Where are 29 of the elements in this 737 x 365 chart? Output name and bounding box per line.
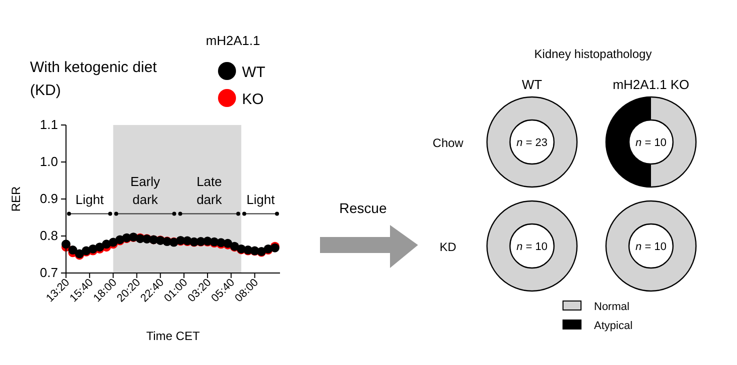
legend-label: KO <box>242 91 264 108</box>
y-tick-label: 0.7 <box>40 265 58 280</box>
text: n = 23 <box>516 137 548 149</box>
y-tick-label: 0.8 <box>40 228 58 243</box>
chart-title: mH2A1.1 KO <box>612 77 690 92</box>
chart-title: WT <box>522 77 542 92</box>
y-tick-label: 0.9 <box>40 191 58 206</box>
annotation: Light <box>75 192 104 207</box>
text: Kidney histopathology <box>534 47 652 61</box>
chart-title: With ketogenic diet (KD) <box>30 59 158 99</box>
donut-slice <box>651 97 696 187</box>
x-axis-title: Time CET <box>146 329 200 343</box>
y-axis-title: RER <box>9 186 23 212</box>
legend-title: mH2A1.1 <box>206 33 260 48</box>
legend-label: Normal <box>594 301 630 313</box>
annotation: Late dark <box>196 174 222 207</box>
point <box>68 246 78 255</box>
text: n = 10 <box>516 241 548 253</box>
y-tick-label: 1.0 <box>40 154 58 169</box>
text: Rescue <box>339 200 387 216</box>
text: Chow <box>432 136 464 150</box>
legend-label: WT <box>242 64 266 81</box>
text: n = 10 <box>636 241 666 253</box>
y-tick-label: 1.1 <box>40 117 58 132</box>
annotation: Light <box>246 192 276 207</box>
legend-label: Atypical <box>594 320 633 332</box>
annotation: Early dark <box>130 174 161 207</box>
text: n = 10 <box>636 137 666 149</box>
text: KD <box>440 240 457 254</box>
